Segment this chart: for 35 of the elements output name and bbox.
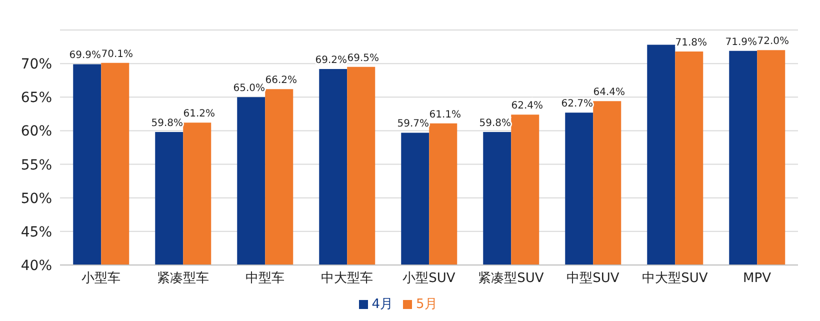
x-tick-label: 中大型SUV	[642, 271, 708, 286]
x-tick-label: 小型车	[82, 271, 120, 286]
data-label: 65.0%	[233, 83, 266, 94]
data-label: 64.4%	[593, 87, 626, 98]
data-label: 69.9%	[69, 50, 102, 62]
data-label: 72.0%	[757, 36, 790, 48]
legend-label: 4月	[372, 297, 393, 312]
x-tick-label: 紧凑型车	[157, 271, 209, 286]
data-label: 62.4%	[511, 100, 544, 112]
x-tick-label: 小型SUV	[402, 271, 456, 286]
y-tick-label: 40%	[20, 258, 52, 274]
y-tick-label: 45%	[20, 224, 52, 240]
x-tick-label: 中型SUV	[566, 271, 620, 286]
data-label: 70.1%	[101, 48, 134, 60]
data-label: 61.1%	[429, 109, 462, 120]
x-tick-label: 中型车	[246, 271, 284, 286]
y-tick-label: 65%	[20, 90, 52, 106]
x-tick-label: 中大型车	[321, 271, 373, 286]
y-tick-label: 60%	[20, 124, 52, 140]
data-label: 69.5%	[347, 52, 380, 64]
data-label: 59.7%	[397, 118, 430, 130]
data-label: 62.7%	[561, 98, 594, 110]
data-label: 71.8%	[675, 37, 708, 48]
data-label: 59.8%	[479, 118, 512, 130]
y-tick-label: 70%	[20, 56, 52, 73]
x-tick-label: MPV	[743, 271, 772, 286]
data-label: 59.8%	[151, 118, 184, 130]
data-label: 61.2%	[183, 108, 216, 120]
y-tick-label: 55%	[20, 157, 52, 174]
y-tick-label: 50%	[20, 190, 52, 207]
legend-label: 5月	[416, 297, 438, 312]
x-tick-label: 紧凑型SUV	[478, 271, 544, 286]
data-label: 66.2%	[265, 75, 298, 86]
data-label: 69.2%	[315, 54, 348, 66]
data-label: 71.9%	[725, 36, 758, 48]
